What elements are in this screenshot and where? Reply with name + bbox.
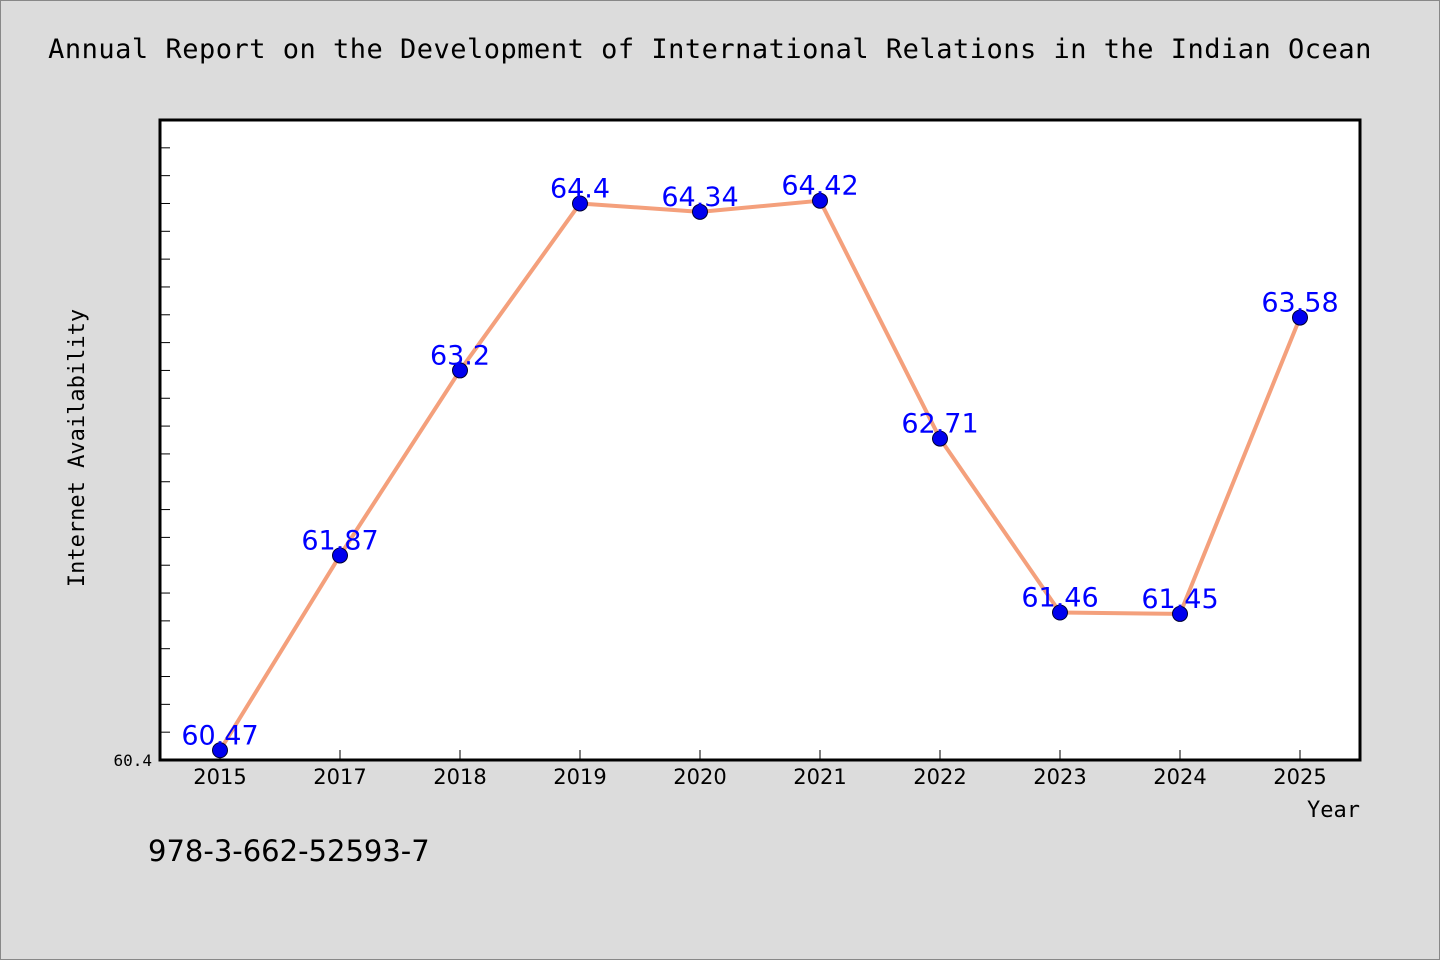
x-tick-label: 2020 [673, 765, 726, 789]
data-point [452, 362, 468, 379]
y-minor-ticks [160, 119, 170, 761]
data-point [692, 203, 708, 220]
data-point [812, 192, 828, 209]
data-label: 61.46 [1021, 583, 1098, 614]
x-tick-label: 2021 [793, 765, 846, 789]
y-axis-label: Internet Availability [65, 309, 90, 587]
series-line [218, 198, 1302, 752]
x-tick-label: 2018 [433, 765, 486, 789]
x-tick-label: 2024 [1153, 765, 1206, 789]
data-label: 64.4 [550, 173, 610, 204]
x-tick-label: 2019 [553, 765, 606, 789]
x-tick-label: 2022 [913, 765, 966, 789]
data-point [212, 742, 228, 759]
isbn-code: 978-3-662-52593-7 [148, 834, 430, 868]
data-point [332, 547, 348, 564]
y-axis: 60.4 [113, 751, 152, 770]
x-tick-label: 2015 [193, 765, 246, 789]
data-point [1172, 605, 1188, 622]
data-points [212, 192, 1308, 759]
data-label: 62.71 [901, 409, 978, 440]
data-label: 64.34 [661, 182, 738, 213]
series-line-group [218, 198, 1302, 752]
data-point [1052, 604, 1068, 621]
chart-title: Annual Report on the Development of Inte… [48, 34, 1372, 65]
x-tick-label: 2023 [1033, 765, 1086, 789]
x-axis-label: Year [1307, 798, 1360, 823]
x-tick-label: 2025 [1273, 765, 1326, 789]
data-point [572, 195, 588, 212]
data-point [932, 430, 948, 447]
data-label: 64.42 [781, 171, 858, 202]
data-label: 60.47 [181, 720, 258, 751]
data-label: 63.2 [430, 340, 490, 371]
data-label: 63.58 [1261, 288, 1338, 319]
y-tick-label: 60.4 [113, 751, 152, 770]
data-labels: 60.47 61.87 63.2 64.4 64.34 64.42 62.71 61.46 61… [181, 171, 1338, 752]
plot-area [158, 118, 1362, 762]
x-tick-label: 2017 [313, 765, 366, 789]
data-point [1292, 309, 1308, 326]
x-axis: 2015 2017 2018 2019 2020 2021 2022 2023 2024 2025 [193, 750, 1327, 789]
data-label: 61.45 [1141, 584, 1218, 615]
data-label: 61.87 [301, 525, 378, 556]
